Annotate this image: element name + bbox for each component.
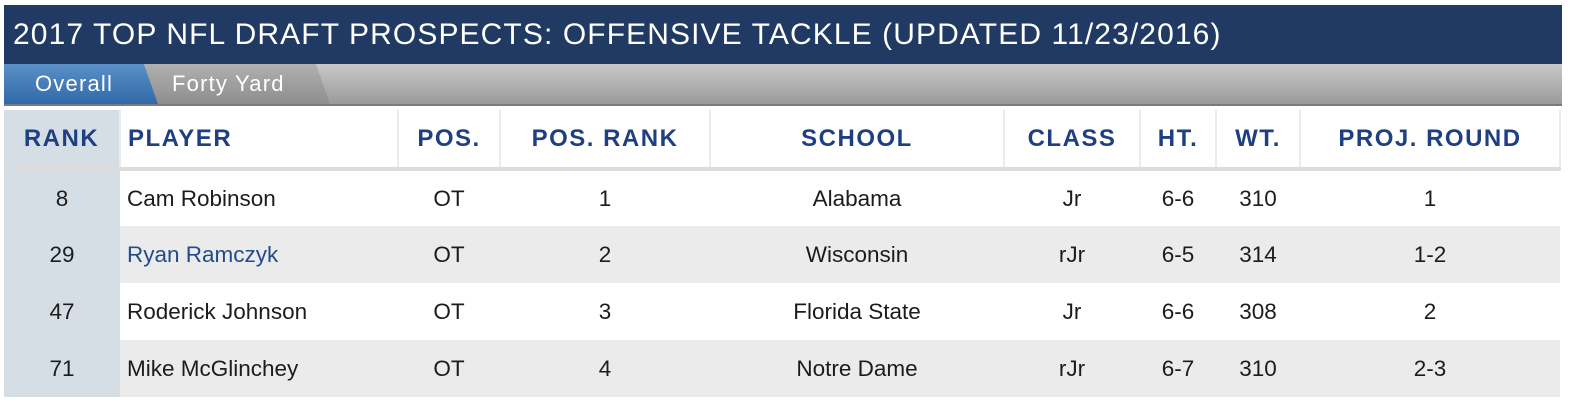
column-header-class[interactable]: CLASS [1004,110,1141,169]
table-header-row: RANK PLAYER POS. POS. RANK SCHOOL CLASS … [4,110,1561,169]
table-row: 71 Mike McGlinchey OT 4 Notre Dame rJr 6… [4,340,1560,397]
cell-wt: 310 [1216,169,1300,226]
column-header-pos[interactable]: POS. [398,110,501,169]
prospects-table: RANK PLAYER POS. POS. RANK SCHOOL CLASS … [4,110,1561,397]
cell-player: Cam Robinson [120,169,398,226]
cell-class: rJr [1004,340,1140,397]
cell-rank: 47 [4,283,120,340]
cell-wt: 314 [1216,226,1300,283]
cell-class: Jr [1004,169,1140,226]
cell-ht: 6-5 [1140,226,1216,283]
column-header-ht[interactable]: HT. [1140,110,1217,169]
cell-rank: 8 [4,169,120,226]
column-header-player[interactable]: PLAYER [120,110,399,169]
cell-class: rJr [1004,226,1140,283]
cell-player: Ryan Ramczyk [120,226,398,283]
cell-school: Alabama [710,169,1004,226]
cell-pos: OT [398,226,500,283]
cell-pos-rank: 3 [500,283,710,340]
table-row: 47 Roderick Johnson OT 3 Florida State J… [4,283,1560,340]
cell-pos-rank: 4 [500,340,710,397]
cell-proj-round: 2-3 [1300,340,1560,397]
tab-forty-yard[interactable]: Forty Yard [144,64,330,104]
column-header-wt[interactable]: WT. [1216,110,1301,169]
cell-pos-rank: 1 [500,169,710,226]
cell-wt: 308 [1216,283,1300,340]
cell-school: Notre Dame [710,340,1004,397]
cell-school: Wisconsin [710,226,1004,283]
column-header-rank[interactable]: RANK [4,110,121,169]
cell-class: Jr [1004,283,1140,340]
cell-pos: OT [398,340,500,397]
cell-ht: 6-6 [1140,283,1216,340]
cell-rank: 71 [4,340,120,397]
tab-overall[interactable]: Overall [4,64,158,104]
cell-ht: 6-6 [1140,169,1216,226]
table-row: 29 Ryan Ramczyk OT 2 Wisconsin rJr 6-5 3… [4,226,1560,283]
cell-player: Roderick Johnson [120,283,398,340]
cell-proj-round: 1 [1300,169,1560,226]
cell-wt: 310 [1216,340,1300,397]
cell-pos: OT [398,169,500,226]
column-header-school[interactable]: SCHOOL [710,110,1005,169]
cell-player: Mike McGlinchey [120,340,398,397]
cell-proj-round: 2 [1300,283,1560,340]
cell-ht: 6-7 [1140,340,1216,397]
cell-pos: OT [398,283,500,340]
column-header-pos-rank[interactable]: POS. RANK [500,110,711,169]
column-header-proj-round[interactable]: PROJ. ROUND [1300,110,1561,169]
tab-bar: Overall Forty Yard [4,64,1562,106]
cell-pos-rank: 2 [500,226,710,283]
widget-title: 2017 TOP NFL DRAFT PROSPECTS: OFFENSIVE … [4,5,1562,64]
table-row: 8 Cam Robinson OT 1 Alabama Jr 6-6 310 1 [4,169,1560,226]
player-link[interactable]: Ryan Ramczyk [127,241,279,267]
cell-rank: 29 [4,226,120,283]
cell-proj-round: 1-2 [1300,226,1560,283]
draft-prospects-widget: 2017 TOP NFL DRAFT PROSPECTS: OFFENSIVE … [4,5,1562,412]
cell-school: Florida State [710,283,1004,340]
